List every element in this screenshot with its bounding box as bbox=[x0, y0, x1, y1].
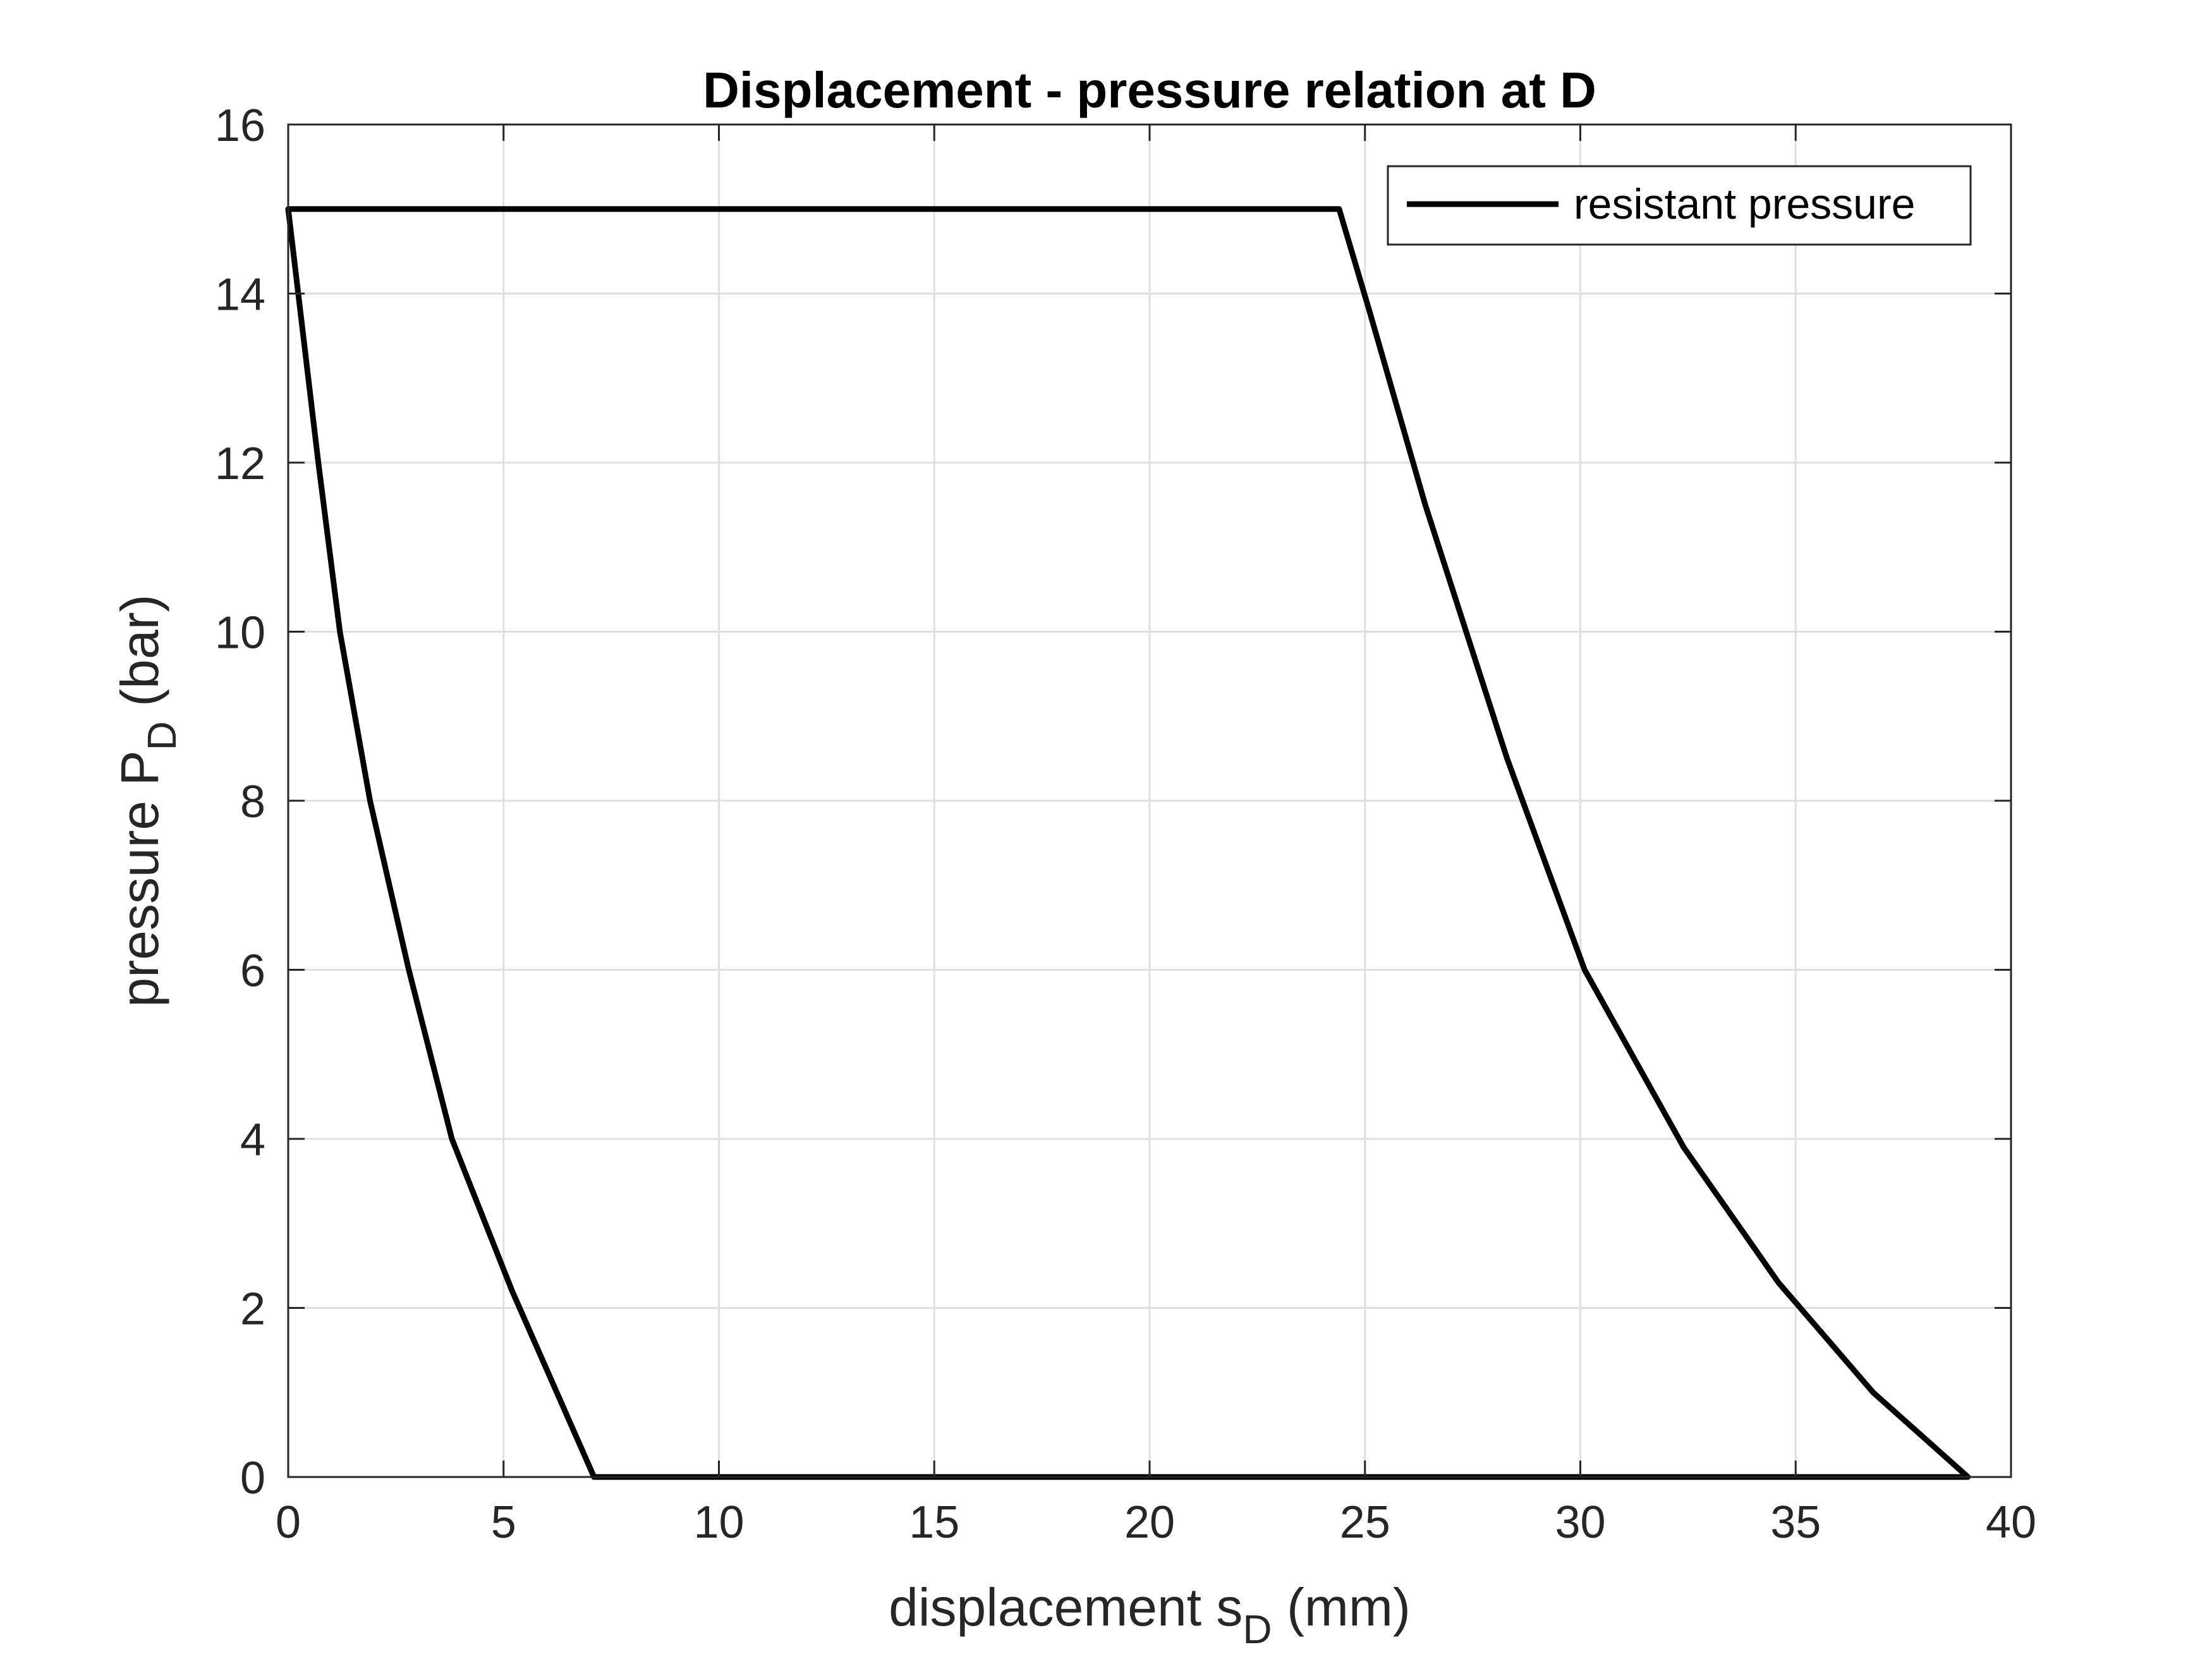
y-tick-label: 2 bbox=[240, 1284, 265, 1335]
chart-title: Displacement - pressure relation at D bbox=[703, 62, 1596, 118]
y-tick-label: 4 bbox=[240, 1115, 265, 1165]
x-axis-title-main: displacement s bbox=[889, 1577, 1243, 1637]
y-tick-labels: 0 2 4 6 8 10 12 14 16 bbox=[215, 100, 265, 1504]
series-line-resistant-pressure bbox=[285, 206, 1971, 1480]
series-group bbox=[285, 206, 1971, 1480]
ticks bbox=[287, 123, 2012, 1478]
y-axis-title: pressure PD (bar) bbox=[110, 594, 185, 1007]
x-tick-label: 35 bbox=[1770, 1497, 1821, 1548]
x-axis-title: displacement sD (mm) bbox=[889, 1577, 1411, 1652]
y-tick-label: 14 bbox=[215, 270, 265, 320]
x-tick-label: 20 bbox=[1124, 1497, 1175, 1548]
x-tick-label: 25 bbox=[1340, 1497, 1390, 1548]
y-tick-label: 6 bbox=[240, 946, 265, 997]
x-axis-title-unit: (mm) bbox=[1272, 1577, 1411, 1637]
x-tick-labels: 0 5 10 15 20 25 30 35 40 bbox=[276, 1497, 2036, 1548]
x-tick-label: 30 bbox=[1555, 1497, 1605, 1548]
legend-entry-label: resistant pressure bbox=[1574, 180, 1915, 228]
y-tick-label: 16 bbox=[215, 100, 265, 151]
x-tick-label: 40 bbox=[1986, 1497, 2036, 1548]
y-tick-label: 0 bbox=[240, 1453, 265, 1504]
y-axis-title-main: pressure P bbox=[110, 750, 169, 1007]
y-tick-label: 12 bbox=[215, 439, 265, 489]
y-tick-label: 10 bbox=[215, 608, 265, 659]
x-tick-label: 10 bbox=[693, 1497, 744, 1548]
legend: resistant pressure bbox=[1387, 165, 1972, 246]
y-tick-label: 8 bbox=[240, 777, 265, 827]
y-axis-title-subscript: D bbox=[139, 721, 185, 750]
x-tick-label: 0 bbox=[276, 1497, 301, 1548]
x-axis-title-subscript: D bbox=[1243, 1607, 1272, 1652]
y-axis-title-unit: (bar) bbox=[110, 594, 169, 721]
x-tick-label: 5 bbox=[491, 1497, 516, 1548]
x-tick-label: 15 bbox=[909, 1497, 959, 1548]
